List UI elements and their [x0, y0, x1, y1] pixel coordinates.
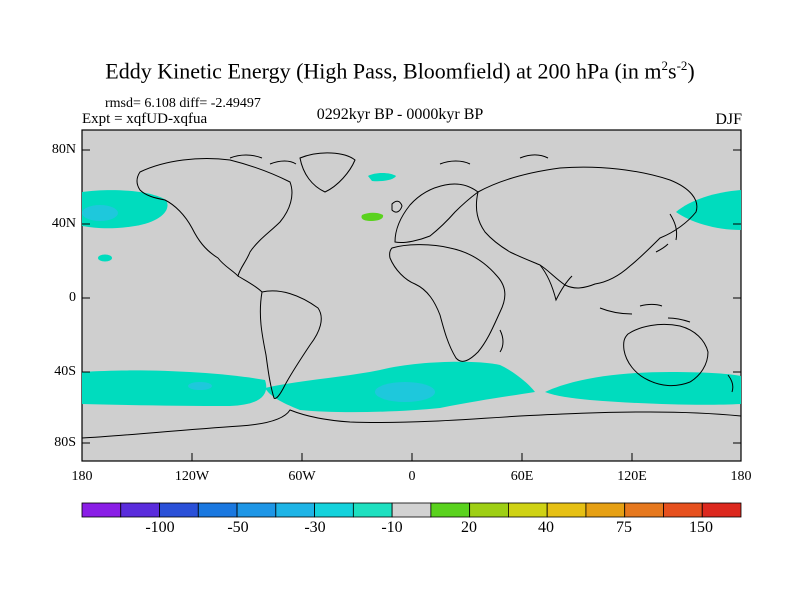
lon-label-60e: 60E [510, 469, 534, 484]
coast-greenland [299, 152, 356, 193]
anomaly-north-pacific-east [676, 190, 741, 230]
coast-india [539, 264, 573, 302]
map-background [81, 129, 742, 462]
coast-asia [475, 166, 698, 289]
anomaly-shading [82, 173, 741, 413]
lon-label-0: 0 [408, 469, 416, 484]
period-label: 0292kyr BP - 0000kyr BP [316, 106, 484, 123]
colorbar-swatch [314, 502, 354, 518]
coast-south-america [259, 290, 322, 399]
colorbar-swatch [275, 502, 315, 518]
lat-label-40s: 40S [54, 364, 76, 379]
colorbar-label: -30 [304, 519, 326, 536]
colorbar-swatch [391, 502, 432, 518]
chart-title: Eddy Kinetic Energy (High Pass, Bloomfie… [105, 58, 695, 84]
colorbar-swatch [585, 502, 626, 518]
colorbar-label: 150 [689, 519, 713, 536]
anomaly-hawaii-patch [98, 254, 112, 262]
lat-label-0: 0 [69, 290, 76, 305]
anomaly-north-pacific-core [82, 205, 118, 221]
colorbar-swatch [430, 502, 471, 518]
coast-madagascar [499, 329, 504, 353]
lat-label-80n: 80N [51, 142, 76, 157]
coast-japan [655, 213, 678, 253]
colorbar-label: -100 [145, 519, 175, 536]
coast-africa [389, 244, 506, 362]
coast-british-isles [391, 200, 403, 213]
colorbar-swatch [508, 502, 548, 518]
colorbar-swatch [236, 502, 277, 518]
axis-ticks [81, 149, 742, 461]
lon-label-120e: 120E [617, 469, 647, 484]
coast-new-zealand [727, 374, 734, 393]
lon-label-180e: 180 [730, 469, 752, 484]
colorbar-label: -10 [381, 519, 403, 536]
colorbar-swatch [81, 502, 122, 518]
colorbar [81, 502, 742, 518]
colorbar-swatch [352, 502, 393, 518]
colorbar-label: 40 [538, 519, 554, 536]
stats-text: rmsd= 6.108 diff= -2.49497 [105, 96, 261, 111]
anomaly-north-atlantic-green [361, 212, 384, 221]
anomaly-southern-atlantic-core [375, 382, 435, 402]
colorbar-swatch [120, 502, 160, 518]
anomaly-southern-pacific-core [188, 382, 212, 390]
colorbar-label: 75 [616, 519, 632, 536]
colorbar-swatch [701, 502, 742, 518]
coast-central-america [237, 275, 263, 293]
lon-label-60w: 60W [288, 469, 316, 484]
coastlines [81, 152, 742, 439]
colorbar-label: -50 [227, 519, 249, 536]
coast-antarctica [81, 409, 742, 439]
coast-arctic-islands [229, 154, 549, 165]
anomaly-iceland-patch [368, 173, 396, 182]
lon-label-120w: 120W [174, 469, 210, 484]
colorbar-swatch [197, 502, 238, 518]
lon-label-180w: 180 [71, 469, 93, 484]
experiment-label: Expt = xqfUD-xqfua [82, 111, 208, 127]
anomaly-southern-pacific [82, 370, 267, 406]
colorbar-swatch [546, 502, 587, 518]
colorbar-swatch [469, 502, 509, 518]
colorbar-label: 20 [461, 519, 477, 536]
lat-label-40n: 40N [51, 216, 76, 231]
lat-label-80s: 80S [54, 435, 76, 450]
coast-australia [623, 323, 709, 387]
colorbar-swatch [663, 502, 703, 518]
season-label: DJF [715, 111, 742, 128]
coast-indonesia [599, 304, 691, 323]
colorbar-swatch [159, 502, 199, 518]
coast-north-america [136, 158, 293, 277]
colorbar-swatch [624, 502, 664, 518]
